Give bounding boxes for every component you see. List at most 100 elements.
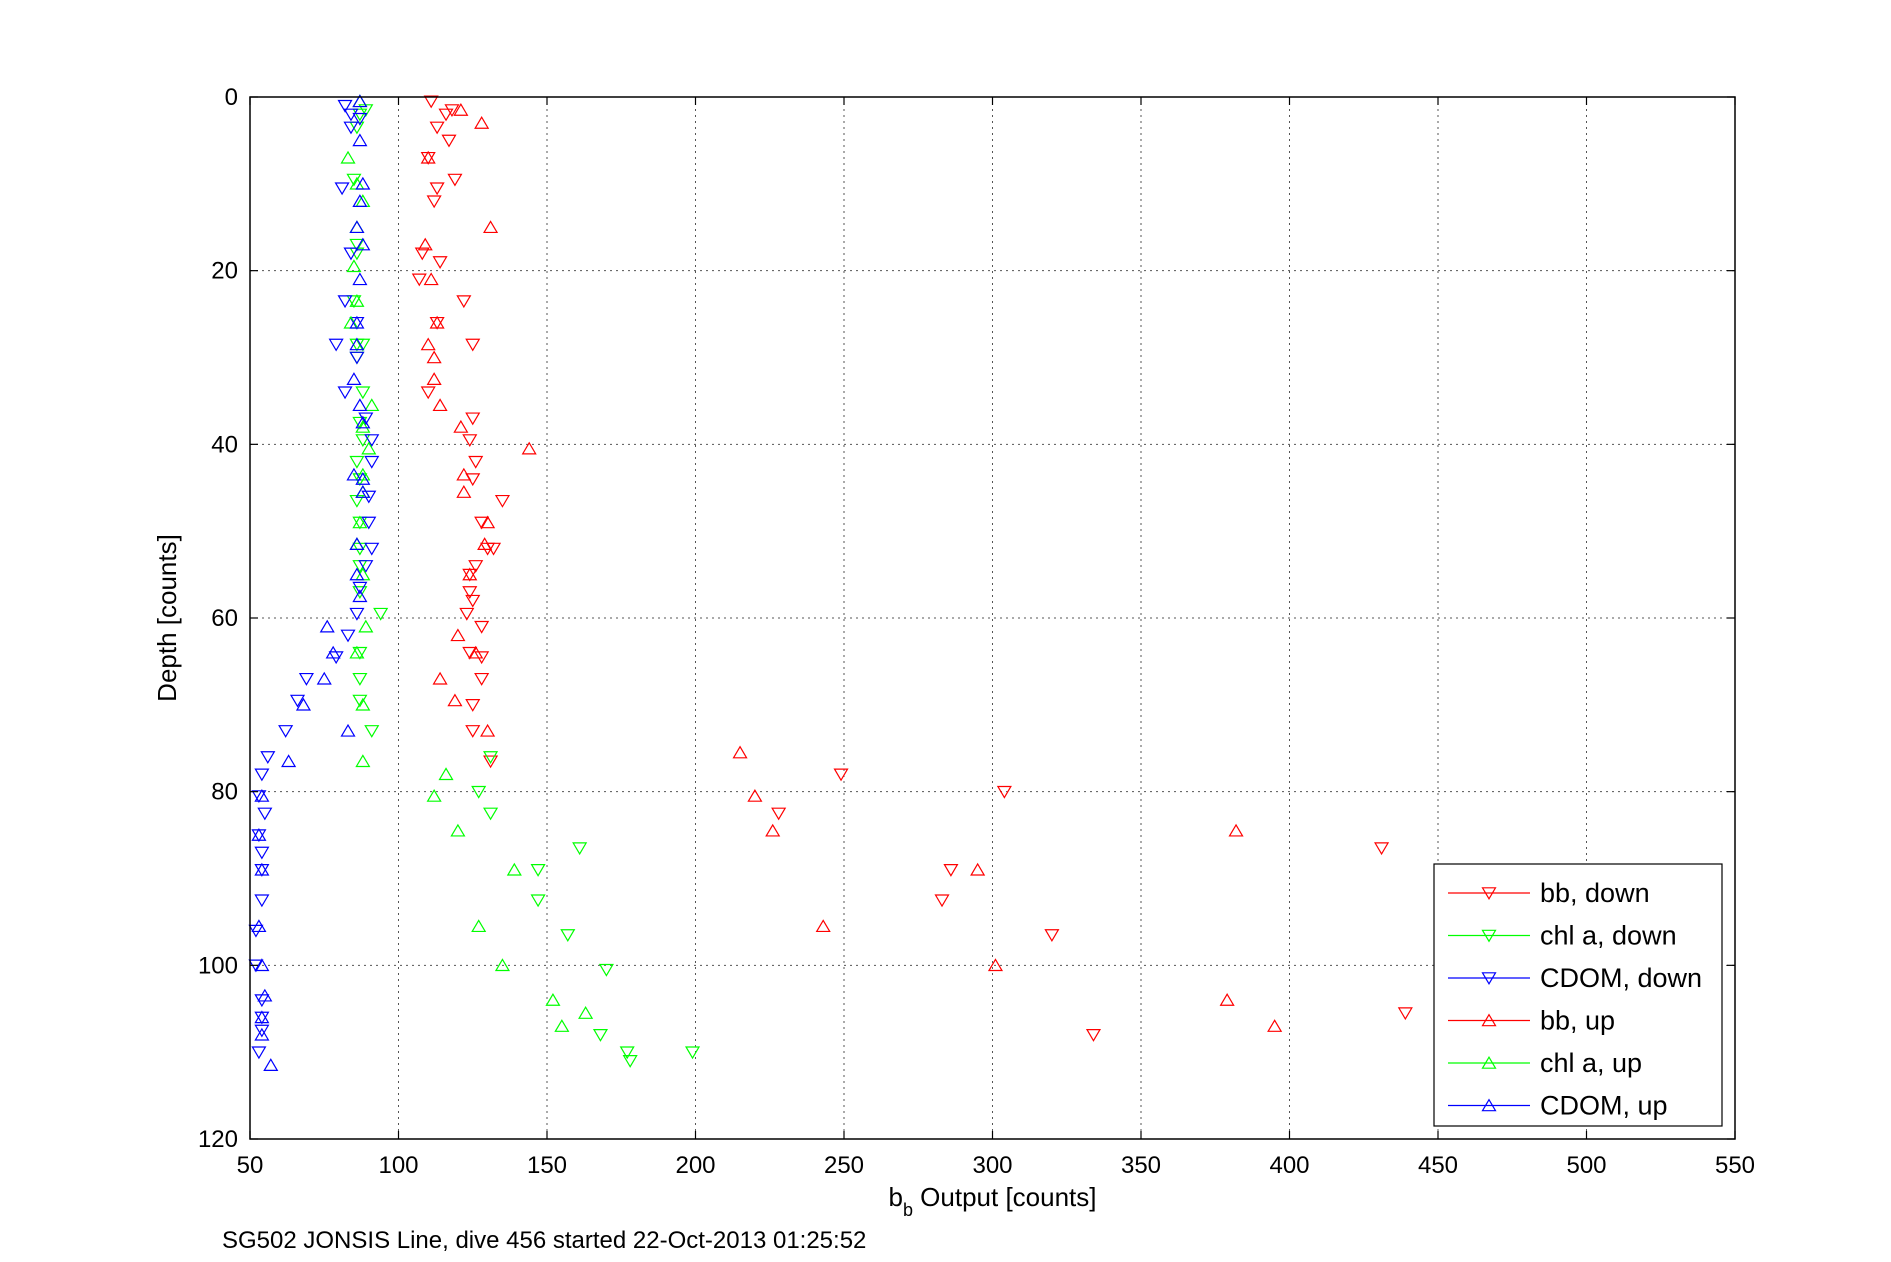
data-point xyxy=(352,672,368,686)
data-point xyxy=(254,1027,270,1041)
data-point xyxy=(426,372,442,386)
data-point xyxy=(355,697,371,711)
data-point xyxy=(349,351,365,365)
data-point xyxy=(254,788,270,802)
legend-entry: bb, up xyxy=(1448,1006,1615,1036)
data-point xyxy=(943,864,959,877)
data-point xyxy=(254,958,270,972)
legend-label: chl a, up xyxy=(1540,1048,1642,1078)
data-point xyxy=(465,412,481,426)
data-point xyxy=(298,672,314,686)
data-point xyxy=(411,273,427,287)
y-tick-label: 0 xyxy=(225,84,238,111)
data-point xyxy=(432,398,448,412)
data-point xyxy=(355,176,371,190)
data-point xyxy=(934,894,950,908)
data-point xyxy=(432,671,448,685)
data-point xyxy=(471,919,487,933)
data-point xyxy=(355,237,371,251)
x-tick-label: 150 xyxy=(527,1152,567,1179)
x-tick-label: 450 xyxy=(1418,1152,1458,1179)
data-point xyxy=(732,745,748,759)
data-point xyxy=(447,693,463,707)
data-point xyxy=(815,919,831,933)
data-point xyxy=(438,108,454,122)
x-axis-label: bb Output [counts] xyxy=(888,1182,1096,1220)
data-point xyxy=(364,455,380,469)
data-point xyxy=(423,272,439,286)
data-point xyxy=(337,386,353,400)
data-point xyxy=(352,108,368,122)
data-point xyxy=(278,725,294,738)
data-point xyxy=(453,102,469,116)
data-point xyxy=(364,398,380,412)
legend-label: CDOM, down xyxy=(1540,963,1702,993)
data-point xyxy=(281,754,297,768)
data-point xyxy=(352,416,368,430)
legend-marker xyxy=(1481,972,1497,986)
data-point xyxy=(355,472,371,485)
data-point xyxy=(592,1028,609,1042)
y-tick-label: 100 xyxy=(198,952,238,979)
data-point xyxy=(352,398,368,412)
legend-marker xyxy=(1481,887,1497,901)
data-point xyxy=(414,247,430,261)
data-point xyxy=(352,194,368,207)
data-point xyxy=(494,494,510,508)
data-point xyxy=(483,220,499,234)
data-point xyxy=(521,441,537,455)
data-point xyxy=(474,672,490,686)
data-point xyxy=(355,419,371,433)
data-point xyxy=(987,958,1004,972)
data-point xyxy=(462,434,478,448)
data-point xyxy=(483,755,499,769)
data-point xyxy=(1397,1007,1413,1021)
data-point xyxy=(456,485,472,498)
data-point xyxy=(361,441,377,455)
data-point xyxy=(423,95,439,109)
data-point xyxy=(289,694,306,708)
data-point xyxy=(468,645,484,659)
data-point xyxy=(349,567,365,581)
data-point xyxy=(352,586,368,599)
data-point xyxy=(554,1019,570,1032)
data-point xyxy=(257,988,273,1002)
legend-marker xyxy=(1481,1098,1497,1112)
data-point xyxy=(417,237,433,251)
data-point xyxy=(349,315,365,329)
x-tick-label: 50 xyxy=(237,1152,264,1179)
data-point xyxy=(444,104,460,118)
legend-label: chl a, down xyxy=(1540,921,1677,951)
data-point xyxy=(432,256,448,270)
data-point xyxy=(996,785,1012,799)
y-tick-label: 60 xyxy=(211,605,238,632)
data-point xyxy=(420,386,436,400)
legend-marker xyxy=(1481,1013,1497,1027)
data-point xyxy=(494,958,510,972)
data-point xyxy=(471,785,487,799)
data-point xyxy=(429,315,445,329)
data-point xyxy=(477,537,493,550)
data-point xyxy=(429,121,445,135)
y-tick-label: 80 xyxy=(211,779,238,806)
data-point xyxy=(355,485,371,498)
data-point xyxy=(598,963,614,977)
series-3 xyxy=(417,102,1283,1032)
legend-marker xyxy=(1481,929,1497,943)
x-tick-label: 500 xyxy=(1566,1152,1606,1179)
data-point xyxy=(480,723,496,737)
data-point xyxy=(340,150,356,164)
data-point xyxy=(352,515,368,529)
data-point xyxy=(358,619,374,633)
data-point xyxy=(438,767,454,781)
x-tick-label: 400 xyxy=(1269,1152,1309,1179)
y-tick-label: 120 xyxy=(198,1126,238,1153)
data-point xyxy=(474,620,490,634)
data-point xyxy=(254,768,270,782)
data-point xyxy=(346,372,362,386)
data-point xyxy=(462,646,478,660)
legend-box xyxy=(1433,863,1723,1127)
legend-label: CDOM, up xyxy=(1540,1091,1668,1121)
data-point xyxy=(426,788,442,802)
data-point xyxy=(622,1055,638,1068)
